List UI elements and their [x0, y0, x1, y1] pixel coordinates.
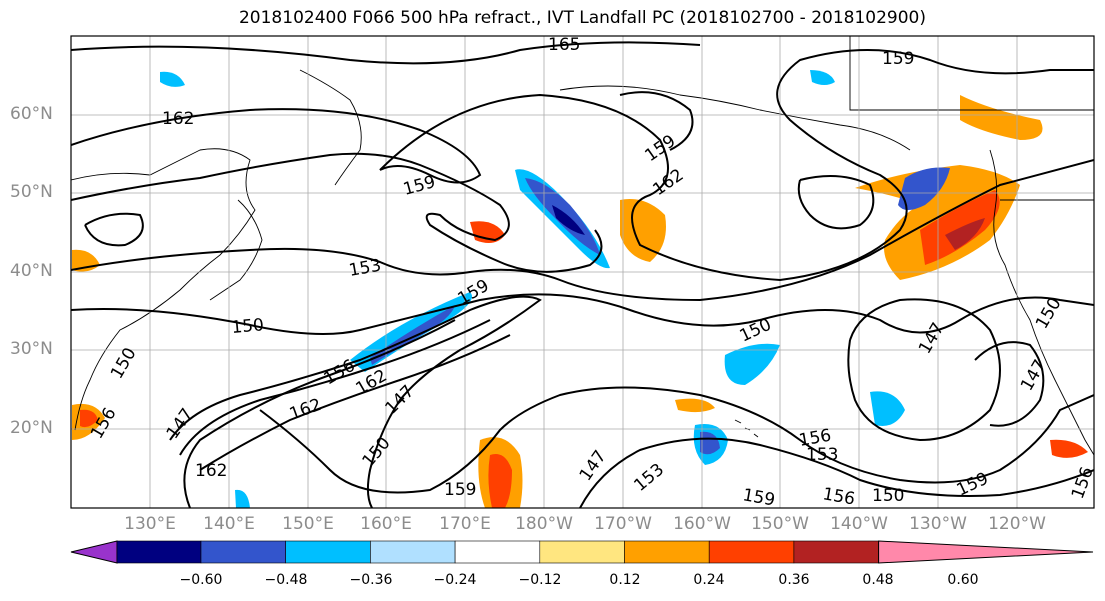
coastline-alaska	[559, 85, 911, 151]
coastlines	[71, 36, 1094, 456]
colorbar-tick-label: 0.48	[862, 572, 894, 588]
contour-label: 150	[231, 315, 265, 338]
colorbar-swatch	[116, 540, 202, 564]
lon-label: 140°E	[203, 514, 255, 534]
colorbar-tick-label: −0.48	[264, 572, 308, 588]
contour-east-inner	[974, 341, 1045, 427]
shading-strong-positive	[488, 454, 512, 508]
lon-label: 120°W	[988, 514, 1046, 534]
lon-label: 150°W	[751, 514, 809, 534]
colorbar-tick-label: 0.12	[609, 572, 641, 588]
colorbar-swatch	[200, 540, 286, 564]
contour-156	[179, 319, 491, 456]
colorbar-swatch	[370, 540, 456, 564]
shading-negative	[700, 431, 720, 455]
shading-positive	[1050, 439, 1088, 458]
contour-159	[71, 152, 603, 273]
contour-south-b	[579, 437, 1094, 508]
lon-label: 180°W	[515, 514, 573, 534]
map-title: 2018102400 F066 500 hPa refract., IVT La…	[238, 8, 926, 28]
lon-label: 140°W	[830, 514, 888, 534]
contour-150	[71, 293, 1094, 335]
contour-153	[71, 159, 1094, 302]
colorbar-tick-label: 0.60	[947, 572, 979, 588]
shading-max-positive	[945, 218, 985, 250]
colorbar-swatch	[454, 540, 541, 564]
contour-south-a	[259, 386, 1094, 494]
contour-label: 150	[872, 486, 904, 506]
contour-162-b	[199, 334, 511, 471]
colorbar-segments	[70, 540, 1094, 564]
colorbar-tick-label: 0.36	[778, 572, 810, 588]
colorbar-swatch	[285, 540, 371, 564]
colorbar-tick-label: −0.24	[433, 572, 477, 588]
shading-negative	[552, 205, 585, 235]
lon-label: 170°W	[594, 514, 652, 534]
contour-label: 162	[195, 461, 227, 481]
colorbar-tick-label: −0.12	[518, 572, 562, 588]
contour-label: 159	[741, 485, 776, 510]
coastline-japan	[209, 199, 263, 301]
colorbar-swatch	[624, 540, 710, 564]
map-frame	[70, 35, 1095, 509]
shading-negative	[898, 167, 950, 210]
lat-label: 50°N	[10, 182, 53, 202]
lon-label: 160°E	[360, 514, 412, 534]
contour-label: 156	[821, 484, 856, 509]
lon-label: 170°E	[439, 514, 491, 534]
contour-165	[71, 41, 701, 65]
contour-label: 159	[444, 480, 476, 500]
contour-label: 153	[806, 445, 838, 465]
shading-negative	[810, 70, 835, 85]
shading-strong-positive	[920, 190, 1000, 265]
shading-negative	[160, 71, 185, 87]
shading-strong-positive	[80, 409, 98, 428]
shading-layer	[72, 70, 1088, 508]
contour-label: 165	[548, 35, 580, 55]
lat-label: 60°N	[10, 104, 53, 124]
contour-east-loop	[847, 298, 1001, 442]
lon-label: 130°E	[124, 514, 176, 534]
coastline-kamchatka	[299, 69, 362, 186]
colorbar-swatch	[793, 540, 879, 564]
colorbar-extension-high	[878, 540, 1094, 564]
contour-label: 159	[882, 49, 914, 69]
contour-west-loop	[84, 212, 144, 247]
shading-negative	[870, 391, 905, 426]
lat-label: 20°N	[10, 418, 53, 438]
colorbar-tick-label: −0.60	[179, 572, 223, 588]
lon-label: 150°E	[282, 514, 334, 534]
shading-positive	[675, 398, 715, 413]
contour-lines	[71, 41, 1094, 508]
colorbar-swatch	[708, 540, 795, 564]
shading-positive	[960, 95, 1043, 140]
shading-negative	[724, 343, 780, 385]
lat-label: 40°N	[10, 261, 53, 281]
coastline-north-america	[849, 36, 1094, 456]
lon-label: 160°W	[673, 514, 731, 534]
contour-trough	[797, 175, 875, 230]
lat-label: 30°N	[10, 339, 53, 359]
contour-label: 162	[162, 109, 194, 129]
contour-162	[71, 49, 1094, 282]
coastline-asia	[71, 148, 256, 431]
colorbar-tick-label: 0.24	[693, 572, 725, 588]
contour-147-a	[169, 295, 542, 508]
contour-mid-loop	[619, 91, 694, 151]
colorbar-extension-low	[70, 540, 118, 564]
shading-negative	[235, 489, 250, 508]
colorbar-swatch	[539, 540, 625, 564]
lon-label: 130°W	[909, 514, 967, 534]
colorbar-tick-label: −0.36	[349, 572, 393, 588]
